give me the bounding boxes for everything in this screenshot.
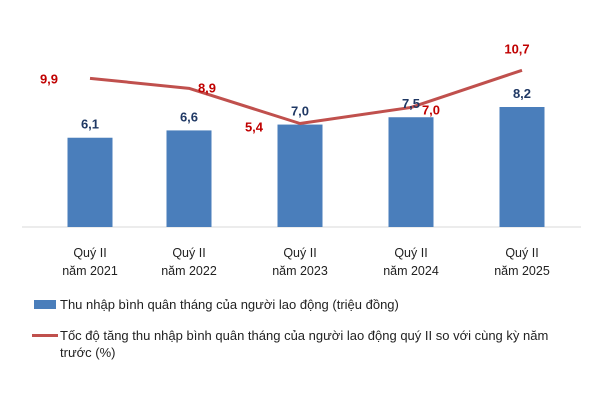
legend-line-swatch — [32, 334, 58, 337]
bar — [277, 124, 323, 227]
x-tick-label: năm 2022 — [161, 264, 217, 278]
x-tick-label: Quý II — [505, 246, 538, 260]
bar-value-label: 6,1 — [81, 117, 99, 132]
bar-value-label: 7,5 — [402, 96, 420, 111]
x-tick-label: năm 2023 — [272, 264, 328, 278]
line-value-label: 8,9 — [198, 80, 216, 95]
x-tick-label: năm 2024 — [383, 264, 439, 278]
legend-line-label: Tốc độ tăng thu nhập bình quân tháng của… — [60, 328, 549, 360]
x-tick-label: Quý II — [283, 246, 316, 260]
legend-line-entry: Tốc độ tăng thu nhập bình quân tháng của… — [32, 327, 577, 361]
x-tick-label: Quý II — [73, 246, 106, 260]
x-tick-label: năm 2021 — [62, 264, 118, 278]
legend-bar-entry: Thu nhập bình quân tháng của người lao đ… — [32, 296, 577, 313]
growth-line — [89, 68, 523, 125]
bar — [67, 137, 113, 227]
legend-bar-label: Thu nhập bình quân tháng của người lao đ… — [60, 297, 399, 312]
x-tick-label: Quý II — [394, 246, 427, 260]
bar — [388, 117, 434, 227]
line-value-label: 5,4 — [245, 119, 264, 134]
x-tick-label: năm 2025 — [494, 264, 550, 278]
line-value-label: 7,0 — [422, 102, 440, 117]
line-value-label: 9,9 — [40, 71, 58, 86]
bar — [499, 107, 545, 227]
bar — [166, 130, 212, 227]
bar-value-label: 6,6 — [180, 109, 198, 124]
bar-value-label: 7,0 — [291, 104, 309, 119]
legend-bar-swatch — [34, 300, 56, 309]
line-value-label: 10,7 — [504, 41, 529, 56]
x-tick-label: Quý II — [172, 246, 205, 260]
bar-value-label: 8,2 — [513, 86, 531, 101]
